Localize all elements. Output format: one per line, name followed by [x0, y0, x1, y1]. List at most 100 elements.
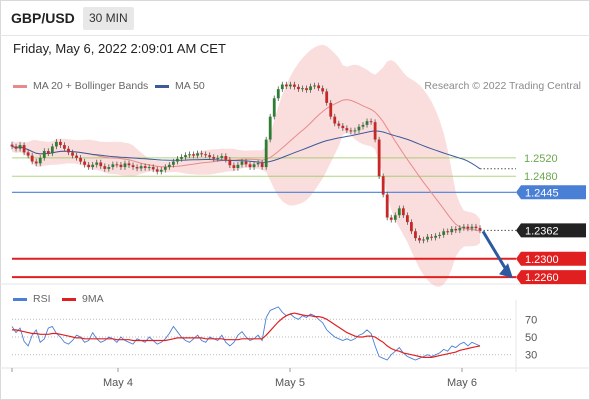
candle-body — [369, 121, 373, 123]
candle-body — [91, 164, 95, 168]
copyright-text: Research © 2022 Trading Central — [424, 80, 581, 92]
candle-body — [99, 162, 103, 167]
candle-body — [260, 162, 264, 168]
candle-body — [377, 139, 381, 177]
candle-body — [127, 163, 131, 166]
candle-body — [188, 154, 191, 156]
candle-body — [131, 165, 135, 168]
candle-body — [167, 164, 171, 168]
candle-body — [385, 194, 389, 218]
candle-body — [478, 228, 482, 231]
candle-body — [405, 215, 409, 223]
candle-body — [301, 88, 304, 90]
rsi-tick-label: 50 — [525, 332, 537, 344]
candle-body — [446, 231, 450, 233]
candle-body — [426, 236, 429, 240]
candle-body — [458, 228, 462, 231]
candle-body — [345, 128, 349, 131]
candle-body — [393, 215, 397, 220]
candle-body — [470, 226, 474, 229]
candle-body — [111, 164, 115, 168]
legend-ma9: 9MA — [62, 293, 104, 305]
candle-body — [361, 124, 365, 127]
candle-body — [414, 231, 417, 239]
candle-body — [103, 166, 107, 169]
candle-body — [123, 163, 127, 168]
candle-body — [208, 155, 212, 157]
target-level-badge — [516, 270, 586, 285]
candle-body — [236, 164, 240, 168]
candle-body — [365, 121, 369, 125]
candle-body — [135, 167, 139, 169]
x-tick-label: May 4 — [103, 377, 133, 389]
candle-body — [256, 162, 260, 165]
legend-ma50: MA 50 — [155, 80, 205, 92]
resistance-level-badge — [516, 185, 586, 200]
candle-body — [264, 139, 268, 168]
x-tick-label: May 6 — [447, 377, 477, 389]
candle-body — [67, 148, 70, 153]
ma9-swatch — [62, 297, 76, 301]
candle-body — [59, 141, 62, 146]
ma20-swatch — [13, 84, 27, 88]
candle-body — [54, 141, 58, 147]
candle-body — [34, 161, 38, 164]
candle-body — [79, 157, 82, 162]
candle-body — [50, 146, 54, 154]
candle-body — [95, 162, 99, 165]
timeframe-button[interactable]: 30 MIN — [83, 7, 134, 30]
candle-body — [147, 167, 151, 169]
candle-body — [389, 217, 393, 220]
resistance-level-label: 1.2480 — [524, 171, 558, 183]
candle-body — [200, 153, 204, 155]
legend-ma50-label: MA 50 — [175, 80, 205, 92]
candle-body — [422, 239, 425, 241]
candle-body — [71, 152, 74, 156]
candle-body — [232, 165, 236, 168]
candle-body — [341, 125, 345, 129]
candle-body — [401, 208, 405, 216]
candle-body — [357, 126, 361, 131]
candle-body — [284, 84, 288, 87]
target-level-badge — [516, 251, 586, 266]
ma50-swatch — [155, 84, 169, 88]
candle-body — [176, 158, 179, 162]
legend-rsi-label: RSI — [33, 293, 51, 305]
legend-ma20: MA 20 + Bollinger Bands — [13, 80, 148, 92]
resistance-level-label: 1.2445 — [525, 187, 559, 199]
legend-ma20-label: MA 20 + Bollinger Bands — [33, 80, 149, 92]
candle-body — [143, 166, 147, 168]
legend-rsi: RSI — [13, 293, 51, 305]
target-level-label: 1.2300 — [525, 254, 559, 266]
candle-body — [442, 231, 446, 235]
candle-body — [349, 130, 353, 132]
candle-body — [220, 156, 224, 158]
candle-body — [272, 98, 276, 117]
candle-body — [434, 235, 438, 238]
candle-body — [30, 155, 34, 162]
candle-body — [430, 236, 433, 238]
candle-body — [305, 88, 308, 91]
candle-body — [192, 154, 195, 156]
candle-body — [115, 164, 119, 166]
candle-body — [184, 155, 187, 157]
candle-body — [204, 154, 208, 156]
candle-body — [63, 145, 66, 149]
candle-body — [26, 152, 30, 156]
symbol-title: GBP/USD — [11, 10, 75, 26]
chart-header: GBP/USD 30 MIN — [0, 0, 590, 36]
rsi-line — [11, 306, 481, 361]
rsi-swatch — [13, 297, 27, 301]
candle-body — [333, 116, 337, 124]
candle-body — [438, 234, 442, 236]
candle-body — [353, 130, 357, 132]
candle-body — [317, 85, 321, 89]
candle-body — [280, 84, 284, 90]
candle-body — [268, 116, 272, 140]
forecast-arrow-shaft — [481, 230, 509, 272]
candle-body — [474, 226, 478, 229]
x-tick-label: May 5 — [275, 377, 305, 389]
candle-body — [228, 159, 232, 166]
